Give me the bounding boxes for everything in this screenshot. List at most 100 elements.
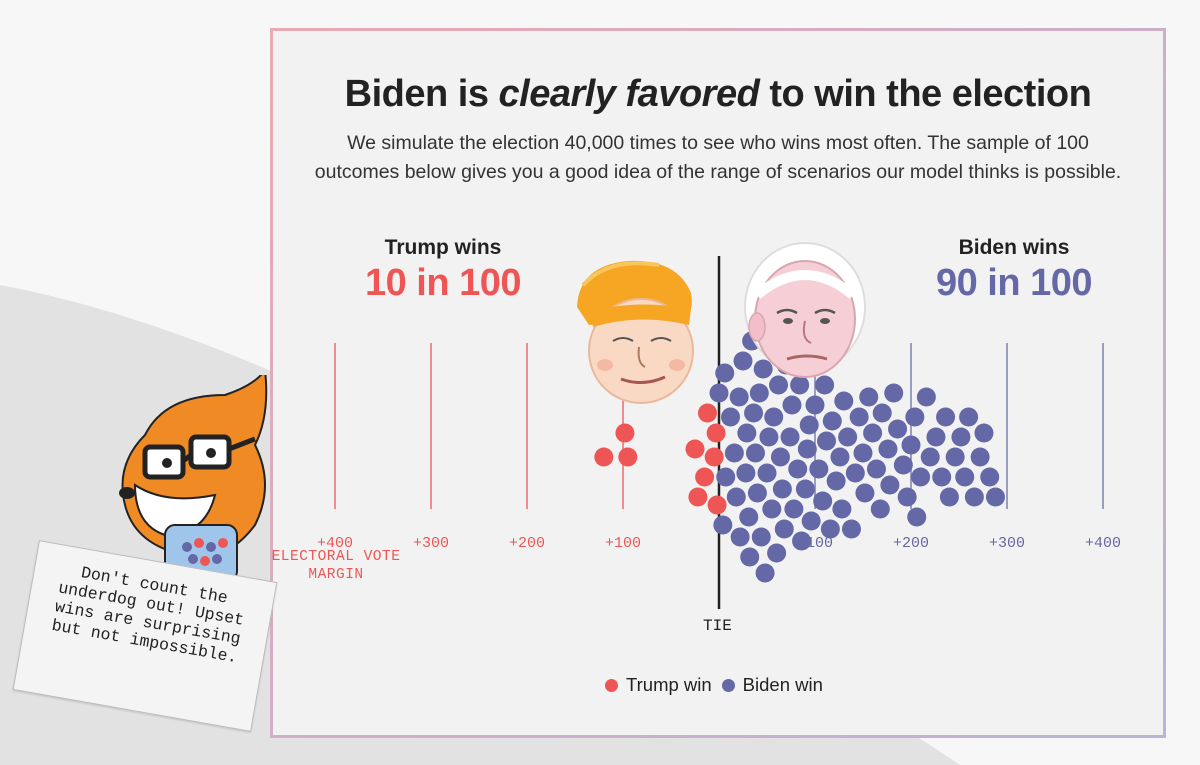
trump-outcome-dot (695, 467, 715, 487)
biden-outcome-dot (964, 487, 984, 507)
biden-outcome-dot (769, 375, 789, 395)
biden-outcome-dot (945, 447, 965, 467)
biden-face-icon (744, 242, 866, 378)
trump-tick-label: +200 (509, 535, 545, 552)
biden-outcome-dot (715, 363, 735, 383)
biden-outcome-dot (721, 407, 741, 427)
note-text: Don't count the underdog out! Upset wins… (50, 563, 246, 668)
biden-outcome-dot (713, 515, 733, 535)
trump-tick-label: +400 (317, 535, 353, 552)
biden-outcome-dot (733, 351, 753, 371)
biden-outcome-dot (955, 467, 975, 487)
biden-outcome-dot (826, 471, 846, 491)
biden-outcome-dot (764, 407, 784, 427)
biden-outcome-dot (759, 427, 779, 447)
biden-wins-value: 90 in 100 (935, 262, 1093, 304)
biden-outcome-dot (799, 415, 819, 435)
trump-outcome-dot (594, 447, 614, 467)
title-part-2: to win the election (759, 73, 1092, 115)
biden-outcome-dot (911, 467, 931, 487)
biden-outcome-dot (830, 447, 850, 467)
biden-outcome-dot (870, 499, 890, 519)
biden-outcome-dot (770, 447, 790, 467)
biden-outcome-dot (736, 463, 756, 483)
biden-outcome-dot (784, 499, 804, 519)
biden-outcome-dot (905, 407, 925, 427)
biden-outcome-dot (859, 387, 879, 407)
trump-outcome-dot (685, 439, 705, 459)
trump-outcome-dot (697, 403, 717, 423)
trump-face-icon (577, 260, 694, 404)
biden-outcome-dot (815, 375, 835, 395)
biden-outcome-dot (729, 387, 749, 407)
biden-outcome-dot (749, 383, 769, 403)
biden-outcome-dot (920, 447, 940, 467)
biden-outcome-dot (745, 443, 765, 463)
biden-outcome-dot (916, 387, 936, 407)
biden-wins-label: Biden wins (958, 236, 1070, 259)
trump-outcome-dot (704, 447, 724, 467)
biden-outcome-dot (936, 407, 956, 427)
trump-header: Trump wins 10 in 100 (313, 236, 573, 305)
legend-item-biden: Biden win (721, 674, 823, 696)
biden-tick-label: +400 (1085, 535, 1121, 552)
biden-outcome-dot (762, 499, 782, 519)
trump-outcome-dot (706, 423, 726, 443)
biden-outcome-dot (897, 487, 917, 507)
biden-outcome-dot (838, 427, 858, 447)
biden-outcome-dot (753, 359, 773, 379)
legend-dot-biden (721, 678, 735, 692)
biden-outcome-dot (970, 447, 990, 467)
biden-outcome-dot (740, 547, 760, 567)
title-emphasis: clearly favored (498, 73, 760, 115)
biden-outcome-dot (817, 431, 837, 451)
biden-outcome-dot (974, 423, 994, 443)
biden-outcome-dot (744, 403, 764, 423)
biden-outcome-dot (878, 439, 898, 459)
biden-outcome-dot (820, 519, 840, 539)
biden-outcome-dot (907, 507, 927, 527)
biden-outcome-dot (805, 395, 825, 415)
forecast-card: Biden is clearly favored to win the elec… (270, 28, 1166, 738)
biden-outcome-dot (855, 483, 875, 503)
trump-wins-value: 10 in 100 (364, 262, 522, 304)
legend-label-trump: Trump win (626, 674, 712, 695)
trump-outcome-dot (707, 495, 727, 515)
biden-outcome-dot (822, 411, 842, 431)
biden-outcome-dot (872, 403, 892, 423)
trump-wins-label: Trump wins (384, 236, 502, 259)
subtitle: We simulate the election 40,000 times to… (314, 132, 1122, 183)
biden-outcome-dot (884, 383, 904, 403)
biden-outcome-dot (932, 467, 952, 487)
biden-outcome-dot (939, 487, 959, 507)
biden-outcome-dot (866, 459, 886, 479)
tie-label: TIE (703, 617, 732, 635)
biden-outcome-dot (774, 519, 794, 539)
biden-outcome-dot (849, 407, 869, 427)
biden-outcome-dot (845, 463, 865, 483)
biden-outcome-dot (737, 423, 757, 443)
trump-outcome-dot (688, 487, 708, 507)
biden-outcome-dot (853, 443, 873, 463)
axis-label: ELECTORAL VOTE MARGIN (271, 549, 401, 583)
biden-outcome-dot (782, 395, 802, 415)
biden-header: Biden wins 90 in 100 (884, 236, 1144, 305)
biden-outcome-dot (792, 531, 812, 551)
biden-outcome-dot (747, 483, 767, 503)
legend-label-biden: Biden win (742, 674, 823, 695)
biden-outcome-dot (893, 455, 913, 475)
biden-outcome-dot (757, 463, 777, 483)
biden-outcome-dot (888, 419, 908, 439)
biden-outcome-dot (951, 427, 971, 447)
trump-outcome-dot (618, 447, 638, 467)
biden-outcome-dot (863, 423, 883, 443)
fox-mascot-icon (119, 375, 268, 582)
biden-outcome-dot (841, 519, 861, 539)
title-part-1: Biden is (344, 73, 499, 115)
biden-outcome-dot (724, 443, 744, 463)
biden-tick-label: +200 (893, 535, 929, 552)
outcome-chart: +400 +300 +200 +100 +100 +200 +300 +400 (317, 256, 1121, 609)
biden-outcome-dot (739, 507, 759, 527)
trump-tick-label: +100 (605, 535, 641, 552)
legend: Trump win Biden win (605, 674, 833, 696)
